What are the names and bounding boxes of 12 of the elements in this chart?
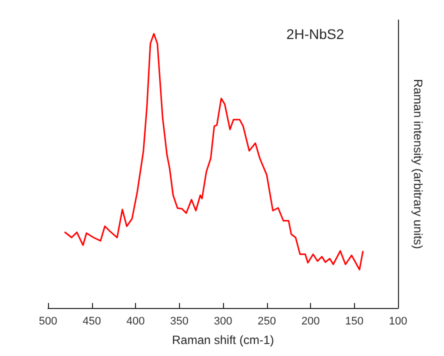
y-axis-title: Raman intensity (arbitrary units) — [411, 78, 425, 250]
x-tick-label: 200 — [301, 316, 320, 328]
x-tick-label: 250 — [258, 316, 276, 328]
x-axis-title: Raman shift (cm-1) — [172, 333, 274, 347]
x-tick-label: 300 — [214, 316, 232, 328]
x-tick-label: 100 — [388, 316, 408, 328]
x-tick-label: 350 — [170, 316, 188, 328]
x-tick-label: 500 — [38, 316, 58, 328]
chart-title: 2H-NbS2 — [286, 26, 344, 42]
x-tick-label: 400 — [126, 316, 145, 328]
x-tick-label: 150 — [345, 316, 364, 328]
x-tick-label: 450 — [82, 316, 101, 328]
